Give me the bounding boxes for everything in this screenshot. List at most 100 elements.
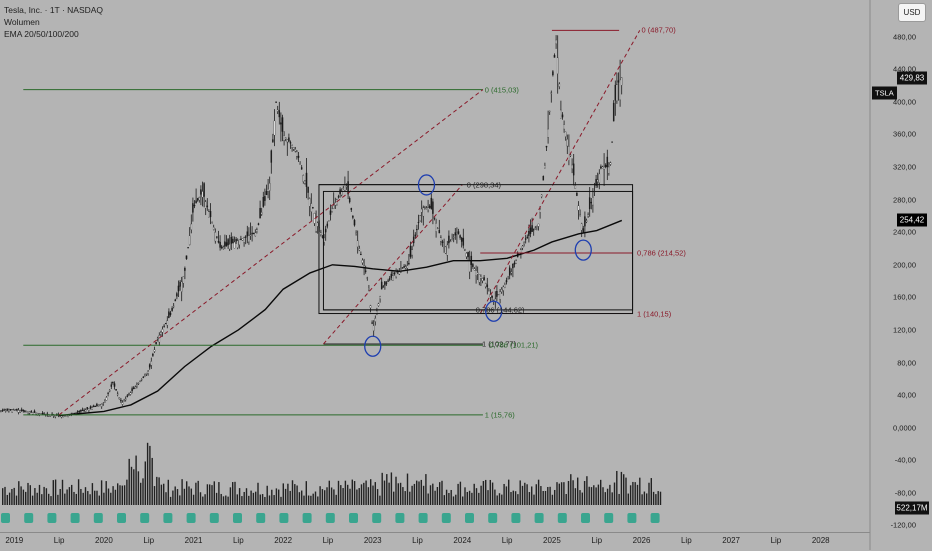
candle-body	[132, 387, 135, 390]
candle-body	[587, 214, 589, 217]
candle-body	[86, 407, 89, 410]
price-tick-label: 160,00	[893, 292, 916, 302]
earnings-marker	[70, 513, 80, 523]
candle-body	[388, 278, 391, 280]
candle-body	[198, 197, 201, 201]
volume-bar	[158, 477, 160, 505]
volume-bar	[130, 466, 133, 505]
volume-bar	[595, 487, 597, 505]
volume-bar	[330, 487, 333, 505]
ema-indicator-label[interactable]: EMA 20/50/100/200	[4, 29, 79, 39]
volume-bar	[34, 488, 36, 505]
price-tick-label: 280,00	[893, 195, 916, 205]
currency-button[interactable]: USD	[898, 3, 926, 22]
volume-indicator-label[interactable]: Wolumen	[4, 17, 40, 27]
volume-bar	[531, 486, 533, 505]
volume-bar	[535, 484, 537, 505]
candle-body	[211, 221, 213, 223]
volume-bar	[487, 490, 489, 505]
candle-body	[184, 268, 186, 271]
candle-body	[526, 236, 529, 238]
volume-bar	[165, 492, 167, 505]
candle-body	[131, 388, 133, 392]
time-tick-label: 2020	[95, 536, 113, 545]
volume-bar	[657, 491, 659, 505]
volume-bar	[186, 481, 188, 505]
volume-bar	[181, 479, 183, 505]
volume-bar	[11, 489, 13, 505]
candle-body	[67, 415, 69, 418]
volume-bar	[234, 481, 236, 505]
volume-bar	[560, 482, 563, 505]
time-tick-label: Lip	[232, 536, 244, 545]
time-axis[interactable]: 2019 Lip 2020 Lip 2021 Lip 2022 Lip 2023 Lip 2024 L…	[0, 532, 870, 551]
candle-body	[452, 237, 455, 239]
candle-body	[380, 281, 383, 290]
volume-bar	[489, 479, 491, 505]
price-tick-label: 440,00	[893, 64, 916, 74]
earnings-marker	[117, 513, 126, 523]
time-tick-label: 2021	[184, 536, 203, 545]
volume-bar	[117, 483, 119, 505]
volume-bar	[321, 489, 324, 505]
volume-bar	[337, 480, 340, 505]
time-tick-label: Lip	[322, 536, 334, 545]
candle-body	[590, 201, 593, 204]
fib-level-label: 1 (102,77)	[482, 339, 517, 349]
candle-body	[30, 411, 33, 413]
candle-body	[438, 230, 441, 234]
fib-level-label: 0,786 (144,62)	[475, 305, 525, 315]
earnings-marker	[650, 513, 660, 523]
candle-body	[110, 384, 113, 387]
candle-body	[603, 166, 605, 170]
time-tick-label: Lip	[143, 536, 155, 545]
candle-body	[164, 323, 167, 325]
candle-body	[414, 234, 417, 237]
volume-bar	[510, 492, 512, 505]
candle-body	[96, 403, 98, 406]
volume-bar	[363, 482, 365, 505]
volume-bar	[473, 483, 475, 505]
candle-body	[302, 175, 305, 182]
candle-body	[555, 39, 557, 45]
volume-bar	[406, 473, 409, 505]
candle-body	[614, 84, 617, 101]
volume-bar	[606, 488, 609, 505]
candle-body	[43, 413, 45, 415]
candle-body	[460, 237, 463, 242]
earnings-marker	[233, 513, 242, 523]
candle-body	[473, 268, 476, 271]
volume-bar	[618, 493, 620, 505]
volume-bar	[577, 477, 579, 505]
candle-body	[364, 270, 367, 272]
volume-bar	[388, 482, 390, 505]
candle-body	[128, 394, 130, 396]
volume-bar	[94, 490, 96, 505]
volume-bar	[140, 482, 142, 505]
candle-body	[49, 415, 52, 417]
volume-bar	[98, 495, 100, 505]
volume-bar	[54, 479, 57, 505]
candle-body	[4, 410, 7, 412]
volume-bar	[91, 483, 94, 505]
volume-bar	[526, 484, 528, 505]
volume-bar	[61, 479, 64, 505]
volume-bar	[142, 478, 144, 505]
volume-bar	[241, 496, 243, 505]
candle-body	[457, 231, 460, 234]
candle-body	[564, 131, 567, 137]
volume-bar	[590, 487, 593, 505]
volume-bar	[579, 490, 581, 505]
candle-body	[115, 388, 117, 391]
volume-bar	[547, 486, 549, 505]
volume-bar	[556, 482, 558, 505]
volume-bar	[478, 492, 480, 505]
symbol-title[interactable]: Tesla, Inc. · 1T · NASDAQ	[4, 5, 104, 15]
candle-body	[267, 188, 269, 192]
price-axis[interactable]: 480,00 440,00 400,00 360,00 320,00 280,00 240,…	[870, 0, 932, 532]
candle-body	[539, 209, 541, 213]
volume-bar	[183, 488, 186, 505]
candle-body	[288, 137, 290, 142]
